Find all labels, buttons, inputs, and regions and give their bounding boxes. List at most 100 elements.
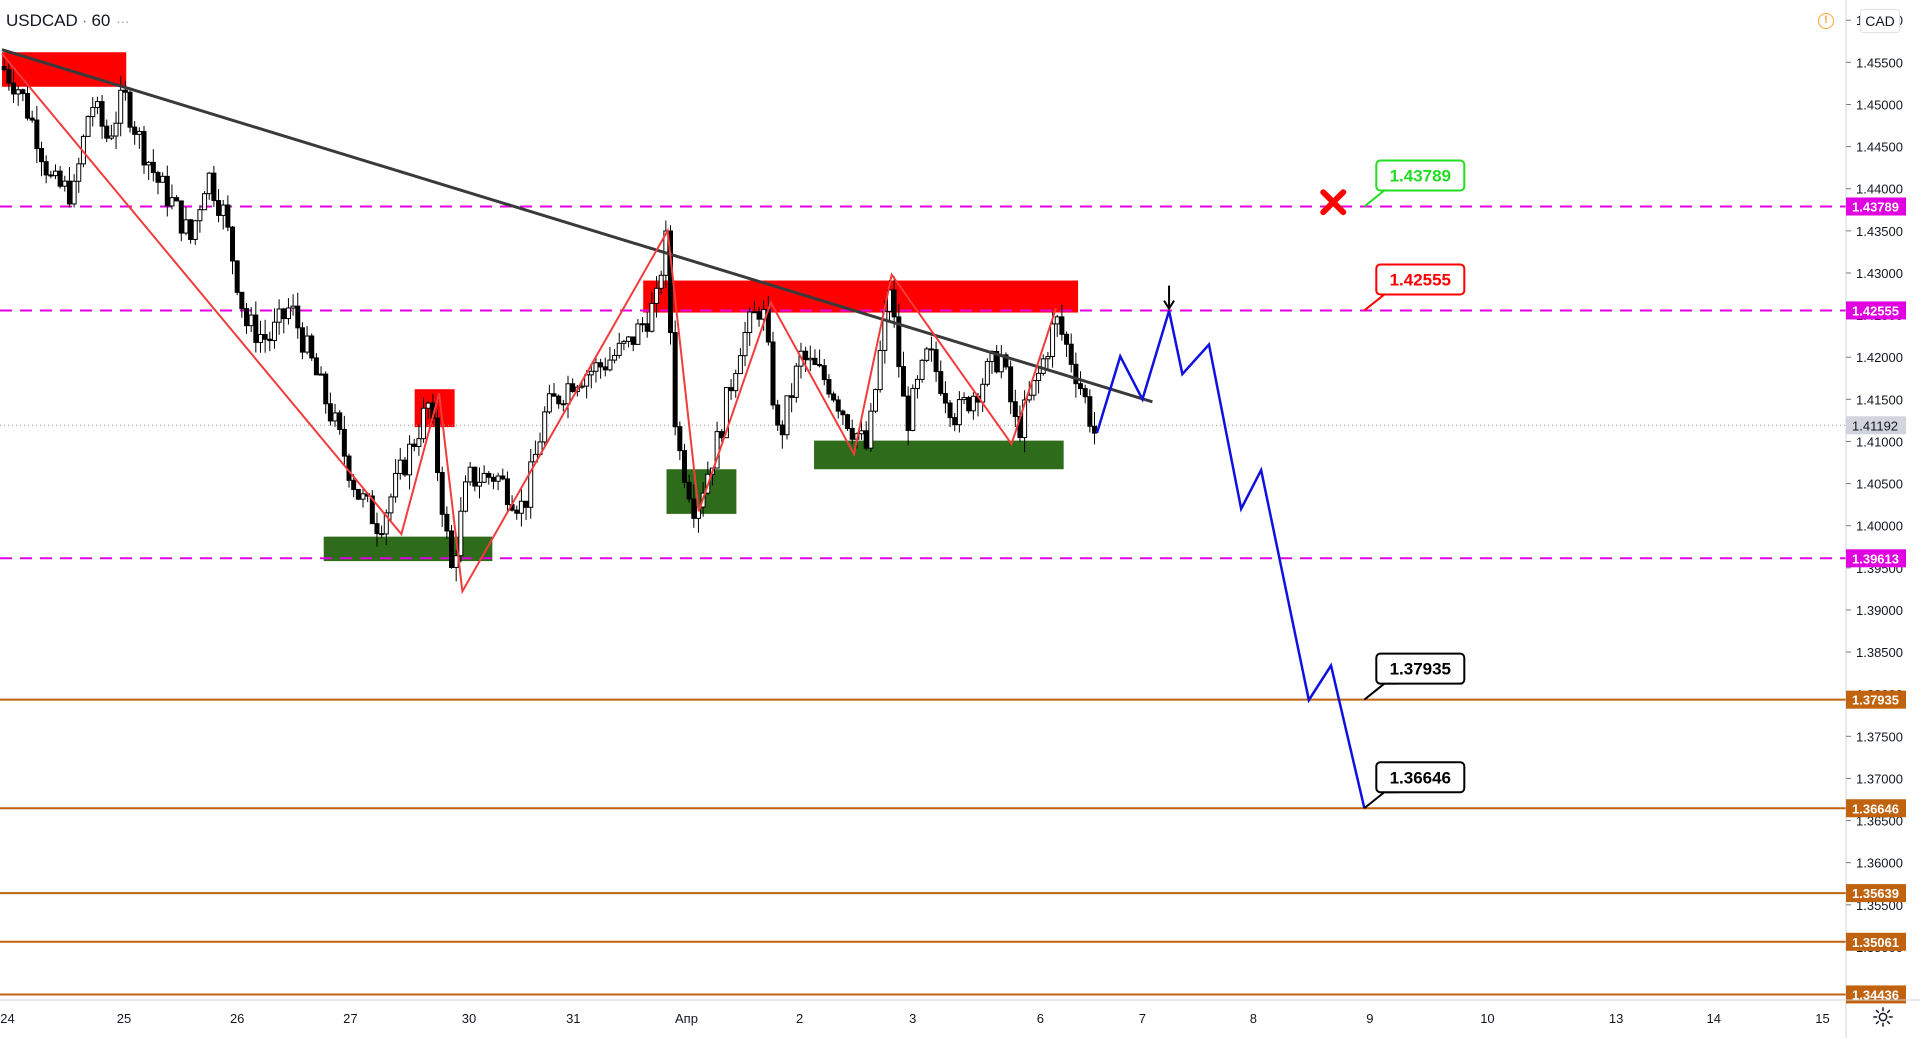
time-tick-label: 31 [566, 1011, 580, 1026]
current-price-label: 1.41192 [1852, 418, 1898, 433]
candle-body [933, 349, 939, 373]
candle-body [504, 478, 510, 506]
price-callout[interactable] [1375, 263, 1466, 296]
candle-body [169, 197, 175, 207]
time-tick-label: Апр [675, 1011, 698, 1026]
candle-body [654, 287, 660, 304]
callout-pointer [1363, 293, 1399, 312]
candle-body [565, 383, 571, 405]
candle-body [11, 82, 17, 95]
price-tick-label: 1.37000 [1856, 771, 1903, 786]
candle-body [52, 170, 58, 177]
candle-body [136, 130, 142, 135]
candle-body [579, 385, 585, 388]
candle-body [812, 357, 818, 365]
time-tick-label: 10 [1480, 1011, 1494, 1026]
candle-body [309, 335, 315, 359]
candle-body [323, 373, 329, 405]
candle-body [570, 383, 576, 393]
candle-body [71, 180, 77, 205]
projection-path[interactable] [1095, 310, 1366, 809]
axis-level-label: 1.35639 [1852, 886, 1899, 901]
candle-body [1073, 363, 1079, 385]
more-options-icon[interactable]: ··· [116, 14, 130, 29]
time-tick-label: 3 [909, 1011, 916, 1026]
candle-body [756, 311, 762, 320]
candle-body [779, 424, 785, 436]
gear-icon[interactable] [1872, 1006, 1894, 1028]
time-tick-label: 14 [1707, 1011, 1721, 1026]
candle-body [341, 428, 347, 457]
price-tick-label: 1.45500 [1856, 55, 1903, 70]
price-callout[interactable] [1375, 652, 1466, 685]
candle-body [1082, 388, 1088, 398]
support-zone[interactable] [323, 536, 493, 562]
candle-body [751, 311, 757, 314]
candle-body [658, 274, 664, 289]
candle-body [1050, 323, 1056, 357]
price-tick-label: 1.37500 [1856, 729, 1903, 744]
price-tick-label: 1.42000 [1856, 350, 1903, 365]
symbol-title[interactable]: USDCAD · 60 ··· [6, 11, 129, 31]
axis-level-label: 1.34436 [1852, 987, 1899, 1002]
support-zone[interactable] [814, 440, 1064, 470]
price-tick-label: 1.36000 [1856, 856, 1903, 871]
candle-body [640, 323, 646, 326]
candle-body [76, 163, 82, 182]
price-callout-label: 1.43789 [1390, 166, 1451, 185]
candle-body [681, 450, 687, 483]
candle-body [896, 316, 902, 368]
candle-body [891, 289, 897, 318]
resistance-zone[interactable] [643, 280, 1079, 313]
candle-body [90, 106, 96, 118]
candle-body [970, 395, 976, 412]
price-callout[interactable] [1375, 761, 1466, 794]
price-tick-label: 1.41000 [1856, 434, 1903, 449]
candle-body [188, 219, 194, 240]
candle-body [984, 361, 990, 385]
price-tick-label: 1.43500 [1856, 224, 1903, 239]
candle-body [411, 443, 417, 447]
time-tick-label: 27 [343, 1011, 357, 1026]
candle-body [174, 197, 180, 202]
candle-body [397, 459, 403, 474]
candle-body [919, 359, 925, 380]
candle-body [458, 510, 464, 557]
axis-level-tag [1846, 197, 1906, 216]
zigzag-pattern-line[interactable] [1, 53, 1057, 595]
candle-body [747, 311, 753, 334]
candle-body [216, 200, 222, 216]
candle-body [6, 69, 12, 84]
price-callout-label: 1.37935 [1390, 660, 1451, 679]
currency-button[interactable]: CAD [1860, 9, 1900, 33]
price-tick-label: 1.43000 [1856, 266, 1903, 281]
candle-body [20, 89, 26, 95]
warning-icon[interactable]: ! [1818, 13, 1834, 29]
candle-body [327, 403, 333, 422]
candle-body [25, 93, 31, 119]
price-tick-label: 1.38500 [1856, 645, 1903, 660]
candle-body [141, 130, 147, 166]
candle-body [612, 354, 618, 361]
candle-body [425, 402, 431, 409]
candle-body [304, 335, 310, 353]
candle-body [276, 308, 282, 323]
candle-body [183, 219, 189, 234]
candle-body [961, 397, 967, 401]
candle-body [402, 459, 408, 476]
candle-body [355, 488, 361, 500]
candle-body [588, 370, 594, 376]
candle-body [29, 117, 35, 121]
candle-body [737, 355, 743, 375]
candle-body [742, 332, 748, 357]
candle-body [486, 472, 492, 478]
price-callout[interactable] [1375, 159, 1466, 192]
time-tick-label: 26 [230, 1011, 244, 1026]
trend-line[interactable] [1, 48, 1153, 404]
candle-body [1031, 379, 1037, 396]
candle-body [481, 472, 487, 483]
price-tick-label: 1.41500 [1856, 392, 1903, 407]
candle-body [99, 101, 105, 127]
